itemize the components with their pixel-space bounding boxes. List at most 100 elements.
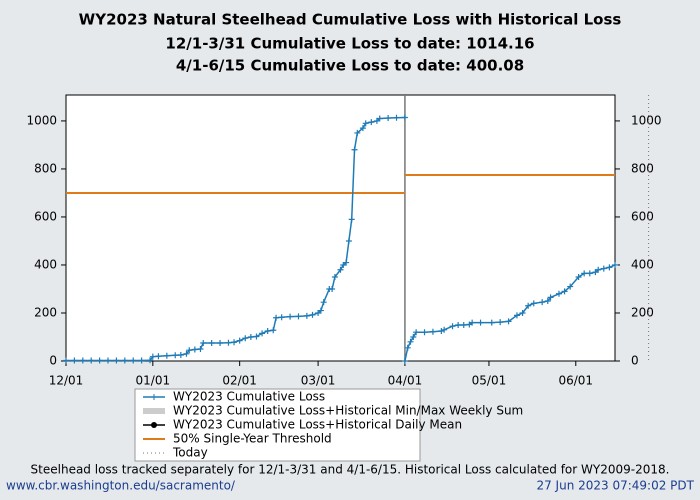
y2-tick-label: 800 [631,161,654,175]
legend [134,388,421,462]
point-marker [329,285,336,292]
point-marker [287,313,294,320]
point-marker [438,327,445,334]
point-marker [79,357,86,364]
point-marker [208,339,215,346]
point-marker [172,352,179,359]
point-marker [547,294,554,301]
note: Steelhead loss tracked separately for 12… [31,463,670,477]
point-marker [488,319,495,326]
point-marker [477,319,484,326]
point-marker [197,345,204,352]
point-marker [530,300,537,307]
point-marker [519,309,526,316]
legend-label: WY2023 Cumulative Loss [173,390,325,404]
point-marker [567,283,574,290]
point-marker [278,314,285,321]
point-marker [441,326,448,333]
legend-label: WY2023 Cumulative Loss+Historical Min/Ma… [173,404,523,418]
point-marker [113,357,120,364]
point-marker [581,270,588,277]
point-marker [421,329,428,336]
x-tick-label: 02/01 [222,374,257,388]
point-marker [404,344,411,351]
point-marker [273,314,280,321]
y2-tick-label: 200 [631,305,654,319]
legend-label: WY2023 Cumulative Loss+Historical Daily … [173,418,462,432]
point-marker [217,339,224,346]
y2-tick-label: 0 [631,354,639,368]
point-marker [317,307,324,314]
x-tick-label: 03/01 [301,374,336,388]
point-marker [595,266,602,273]
point-marker [225,339,232,346]
point-marker [138,357,145,364]
x-tick-label: 12/01 [49,374,84,388]
point-marker [247,333,254,340]
point-marker [71,357,78,364]
point-marker [343,259,350,266]
legend-label: Today [172,446,208,460]
point-marker [525,302,532,309]
point-marker [259,330,266,337]
point-marker [253,333,260,340]
point-marker [155,353,162,360]
legend-swatch [151,394,157,400]
point-marker [121,357,128,364]
point-marker [96,357,103,364]
point-marker [401,114,408,121]
point-marker [407,338,414,345]
point-marker [393,114,400,121]
x-tick-label: 06/01 [558,374,593,388]
point-marker [337,266,344,273]
point-marker [320,299,327,306]
y2-tick-label: 1000 [631,113,662,127]
point-marker [455,321,462,328]
point-marker [130,357,137,364]
point-marker [331,273,338,280]
point-marker [362,120,369,127]
point-marker [105,357,112,364]
point-marker [561,288,568,295]
x-tick-label: 05/01 [472,374,507,388]
point-marker [606,264,613,271]
chart-subtitle: 12/1-3/31 Cumulative Loss to date: 1014.… [165,35,534,53]
point-marker [460,321,467,328]
point-marker [295,313,302,320]
point-marker [264,327,271,334]
point-marker [348,216,355,223]
point-marker [163,352,170,359]
legend-label: 50% Single-Year Threshold [173,432,332,446]
point-marker [354,129,361,136]
point-marker [410,333,417,340]
point-marker [586,270,593,277]
point-marker [345,237,352,244]
plot-area [65,94,616,362]
point-marker [63,357,69,364]
point-marker [544,297,551,304]
point-marker [359,125,366,132]
point-marker [469,319,476,326]
point-marker [368,119,375,126]
point-marker [555,290,562,297]
point-marker [612,261,618,268]
timestamp: 27 Jun 2023 07:49:02 PDT [536,479,694,493]
chart-title: WY2023 Natural Steelhead Cumulative Loss… [79,11,622,29]
point-marker [231,339,238,346]
point-marker [449,323,456,330]
x-tick-label: 04/01 [388,374,423,388]
y-tick-label: 0 [49,354,57,368]
legend-swatch [151,422,157,428]
point-marker [183,350,190,357]
y-tick-label: 800 [34,161,57,175]
point-marker [513,312,520,319]
point-marker [270,327,277,334]
y-tick-label: 600 [34,209,57,223]
point-marker [385,115,392,122]
y2-tick-label: 400 [631,257,654,271]
point-marker [177,351,184,358]
point-marker [236,337,243,344]
point-marker [575,273,582,280]
point-marker [351,146,358,153]
